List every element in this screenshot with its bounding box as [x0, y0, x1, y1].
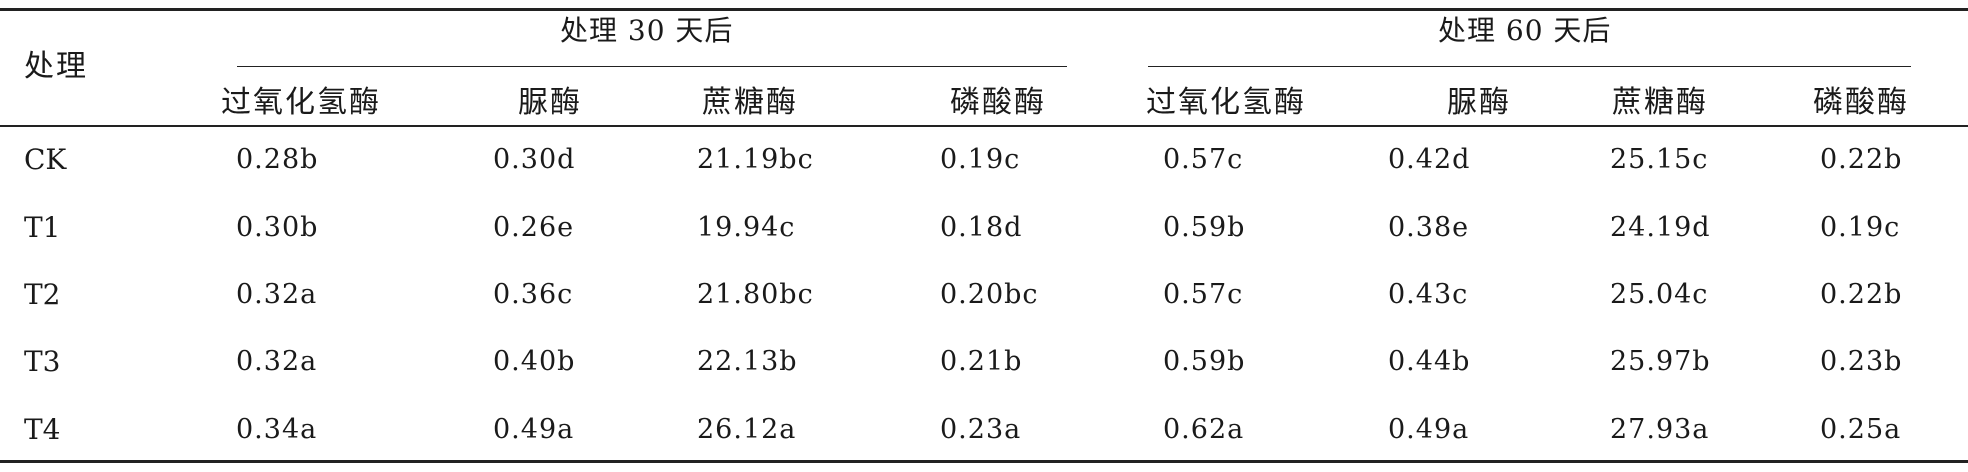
table-cell: 0.44b	[1388, 346, 1471, 377]
group-header-60-days: 处理 60 天后	[1438, 14, 1612, 47]
table-cell: 0.18d	[940, 212, 1023, 243]
column-header-urease-30: 脲酶	[518, 85, 582, 120]
column-header-urease-60: 脲酶	[1447, 85, 1511, 120]
table-cell: 21.80bc	[697, 279, 814, 310]
table-cell: 0.21b	[940, 346, 1023, 377]
column-header-sucrase-30: 蔗糖酶	[702, 85, 798, 120]
table-cell: 0.49a	[493, 414, 575, 445]
header-rule	[0, 125, 1968, 127]
table-cell: 0.62a	[1163, 414, 1245, 445]
table-cell: 0.23b	[1820, 346, 1903, 377]
bottom-rule	[0, 460, 1968, 463]
row-label: T3	[24, 345, 61, 378]
column-header-sucrase-60: 蔗糖酶	[1612, 85, 1708, 120]
table-cell: 25.04c	[1610, 279, 1709, 310]
table-cell: 0.19c	[940, 144, 1021, 175]
table-cell: 0.19c	[1820, 212, 1901, 243]
table-cell: 0.28b	[236, 144, 319, 175]
table-cell: 0.36c	[493, 279, 574, 310]
table-cell: 0.26e	[493, 212, 575, 243]
table-cell: 25.97b	[1610, 346, 1711, 377]
column-header-catalase-60: 过氧化氢酶	[1146, 85, 1306, 120]
table-cell: 0.34a	[236, 414, 318, 445]
table-cell: 0.59b	[1163, 346, 1246, 377]
column-header-phosphatase-30: 磷酸酶	[950, 85, 1046, 120]
column-header-phosphatase-60: 磷酸酶	[1813, 85, 1909, 120]
table-cell: 0.43c	[1388, 279, 1469, 310]
row-label: T2	[24, 278, 61, 311]
table-cell: 0.22b	[1820, 279, 1903, 310]
table-cell: 0.30d	[493, 144, 576, 175]
row-label: CK	[24, 143, 67, 176]
table-cell: 0.22b	[1820, 144, 1903, 175]
group-rule-60-days	[1148, 66, 1911, 67]
group-header-30-days: 处理 30 天后	[560, 14, 734, 47]
table-cell: 26.12a	[697, 414, 797, 445]
column-header-catalase-30: 过氧化氢酶	[221, 85, 381, 120]
table-cell: 0.23a	[940, 414, 1022, 445]
table-cell: 0.38e	[1388, 212, 1470, 243]
table-cell: 24.19d	[1610, 212, 1711, 243]
group-rule-30-days	[237, 66, 1067, 67]
table-cell: 22.13b	[697, 346, 798, 377]
corner-header: 处理	[24, 49, 88, 84]
table-cell: 0.57c	[1163, 144, 1244, 175]
table-cell: 21.19bc	[697, 144, 814, 175]
table-cell: 0.30b	[236, 212, 319, 243]
table-cell: 19.94c	[697, 212, 796, 243]
table-cell: 0.57c	[1163, 279, 1244, 310]
table-cell: 25.15c	[1610, 144, 1709, 175]
table-cell: 0.20bc	[940, 279, 1039, 310]
table-cell: 0.42d	[1388, 144, 1471, 175]
table-cell: 0.25a	[1820, 414, 1902, 445]
row-label: T1	[24, 211, 61, 244]
table-cell: 0.32a	[236, 279, 318, 310]
table-cell: 0.32a	[236, 346, 318, 377]
table-cell: 27.93a	[1610, 414, 1710, 445]
table-cell: 0.40b	[493, 346, 576, 377]
top-rule	[0, 8, 1968, 11]
row-label: T4	[24, 413, 61, 446]
table-cell: 0.49a	[1388, 414, 1470, 445]
table-cell: 0.59b	[1163, 212, 1246, 243]
